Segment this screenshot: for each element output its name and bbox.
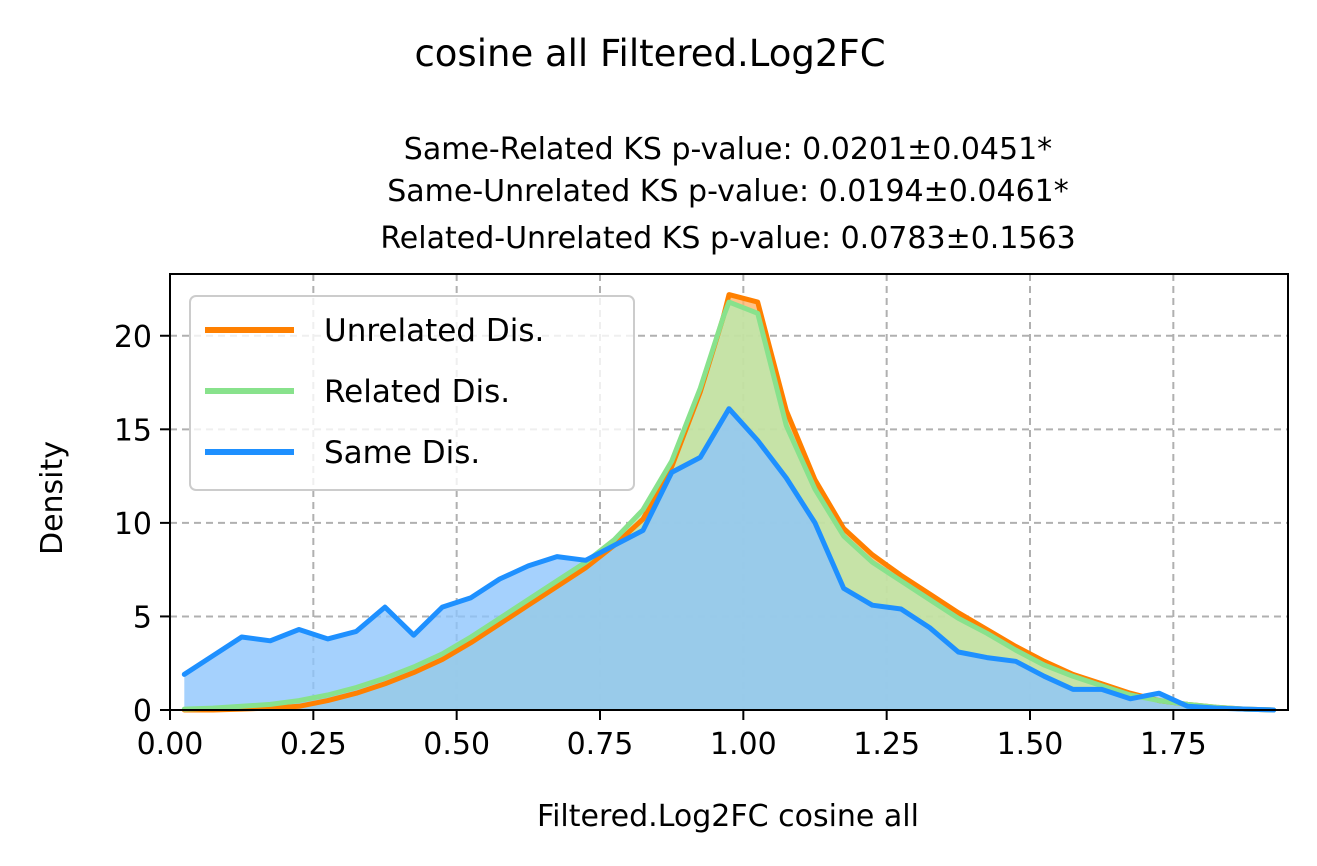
figure-suptitle: cosine all Filtered.Log2FC — [414, 32, 885, 75]
y-axis-label: Density — [35, 441, 70, 555]
x-tick-label: 1.00 — [710, 727, 777, 762]
x-tick-label: 0.00 — [137, 727, 204, 762]
y-tick-label: 0 — [133, 694, 152, 729]
x-tick-label: 0.50 — [423, 727, 490, 762]
x-tick-label: 1.75 — [1140, 727, 1207, 762]
y-axis: 0 5 10 15 20 — [114, 320, 170, 729]
legend-label-same-dis: Same Dis. — [324, 435, 480, 471]
legend-box — [189, 295, 635, 491]
x-axis: 0.00 0.25 0.50 0.75 1.00 1.25 1.50 1.75 — [137, 710, 1207, 762]
same-dis-area — [184, 408, 1274, 710]
legend-label-related-dis: Related Dis. — [324, 374, 510, 410]
legend: Unrelated Dis. Related Dis. Same Dis. — [189, 295, 635, 491]
y-tick-label: 10 — [114, 507, 152, 542]
area-fills — [184, 294, 1274, 710]
x-tick-label: 0.75 — [567, 727, 634, 762]
related-dis-line — [181, 299, 1277, 713]
x-tick-label: 1.50 — [997, 727, 1064, 762]
same-dis-line — [181, 406, 1277, 713]
x-axis-label: Filtered.Log2FC cosine all — [537, 799, 919, 834]
subtitle-line-3: Related-Unrelated KS p-value: 0.0783±0.1… — [380, 221, 1075, 256]
y-tick-label: 5 — [133, 600, 152, 635]
plot-frame — [169, 273, 1289, 711]
subtitle-line-1: Same-Related KS p-value: 0.0201±0.0451* — [404, 132, 1052, 167]
subtitle-line-2: Same-Unrelated KS p-value: 0.0194±0.0461… — [387, 174, 1069, 209]
series-lines — [181, 292, 1277, 713]
x-tick-label: 1.25 — [853, 727, 920, 762]
x-tick-label: 0.25 — [280, 727, 347, 762]
y-tick-label: 20 — [114, 320, 152, 355]
legend-label-unrelated-dis: Unrelated Dis. — [324, 313, 544, 349]
y-tick-label: 15 — [114, 413, 152, 448]
